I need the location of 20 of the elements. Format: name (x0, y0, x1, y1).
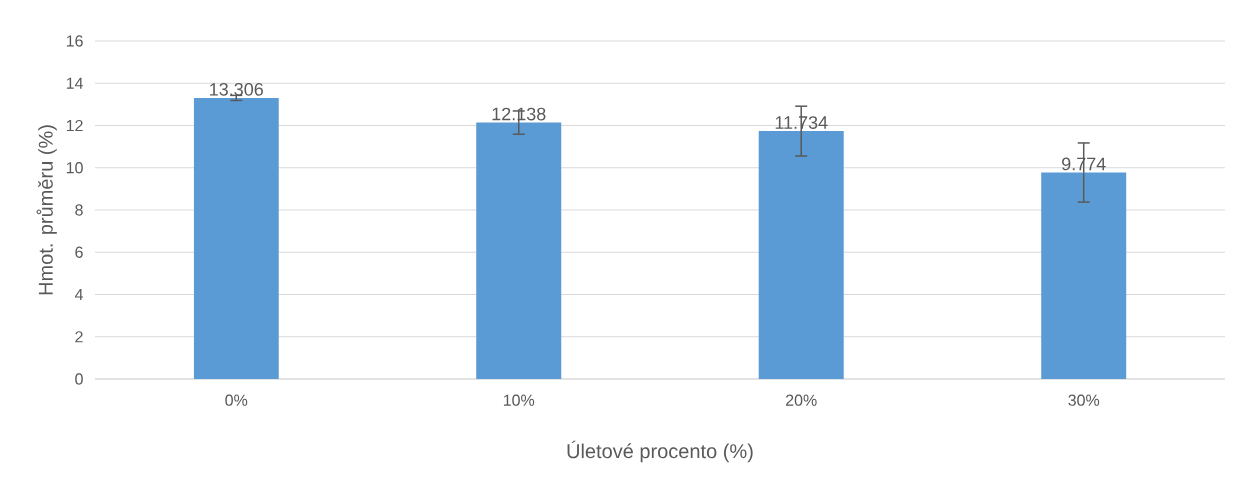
x-tick-label: 20% (786, 394, 817, 406)
y-tick-label: 4 (74, 288, 83, 300)
x-tick-label: 10% (503, 394, 535, 406)
x-tick-label: 0% (225, 394, 248, 406)
bar (476, 122, 562, 379)
y-tick-label: 0 (75, 373, 83, 385)
y-tick-label: 14 (66, 77, 83, 89)
bar (193, 97, 279, 379)
y-tick-label: 8 (75, 204, 83, 216)
y-tick-label: 10 (66, 162, 83, 174)
bar (758, 131, 844, 379)
y-axis-title: Hmot. průměru (%) (36, 125, 57, 295)
y-tick-label: 12 (66, 119, 83, 132)
y-tick-label: 16 (66, 35, 83, 47)
data-label: 13.306 (210, 82, 263, 96)
x-tick-label: 30% (1068, 394, 1100, 406)
x-axis-title: Úletové procento (%) (567, 440, 753, 463)
y-tick-label: 2 (75, 331, 83, 343)
bar (1041, 172, 1127, 379)
y-tick-label: 6 (75, 246, 83, 258)
